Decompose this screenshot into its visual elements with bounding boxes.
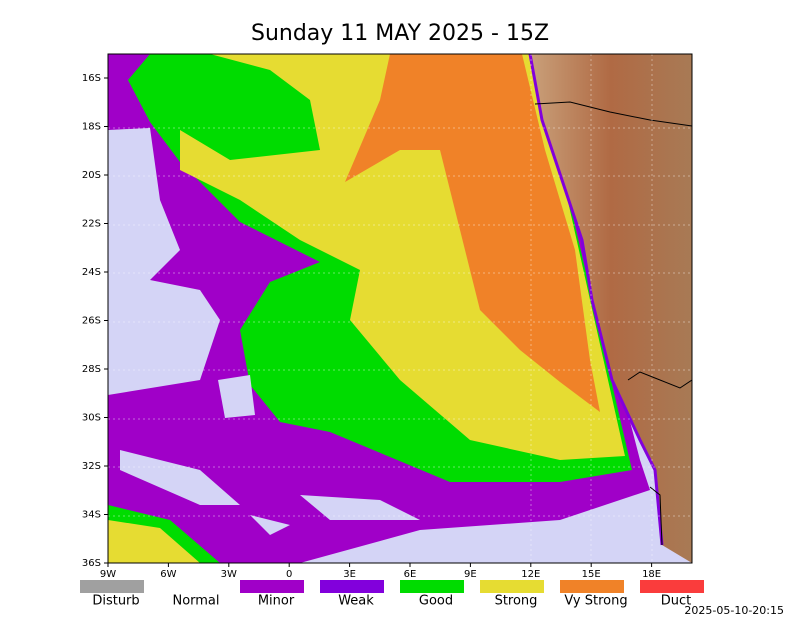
map-frame	[107, 53, 693, 564]
lon-label: 12E	[521, 569, 540, 580]
legend-label: Strong	[495, 594, 538, 609]
legend-label: Good	[419, 594, 453, 609]
legend-swatch	[560, 580, 624, 593]
legend-label: Vy Strong	[564, 594, 627, 609]
legend-swatch	[320, 580, 384, 593]
legend-swatch	[400, 580, 464, 593]
lon-label: 9W	[100, 569, 116, 580]
legend-label: Minor	[258, 594, 295, 609]
lon-label: 6W	[160, 569, 176, 580]
lon-label: 9E	[464, 569, 477, 580]
lat-label: 24S	[82, 267, 101, 278]
lon-label: 18E	[642, 569, 661, 580]
lon-label: 15E	[582, 569, 601, 580]
legend-label: Normal	[172, 594, 219, 609]
legend-swatch	[640, 580, 704, 593]
lon-label: 3W	[221, 569, 237, 580]
lat-label: 34S	[82, 510, 101, 521]
lat-label: 26S	[82, 316, 101, 327]
legend-swatch	[80, 580, 144, 593]
legend-swatch	[160, 580, 224, 593]
lat-label: 30S	[82, 413, 101, 424]
title: Sunday 11 MAY 2025 - 15Z	[251, 21, 549, 46]
lon-label: 6E	[404, 569, 417, 580]
lat-label: 16S	[82, 73, 101, 84]
lat-label: 18S	[82, 122, 101, 133]
lon-label: 0	[286, 569, 292, 580]
timestamp: 2025-05-10-20:15	[684, 604, 784, 617]
lon-label: 3E	[343, 569, 356, 580]
legend-swatch	[480, 580, 544, 593]
legend-label: Disturb	[92, 594, 139, 609]
legend-label: Duct	[661, 594, 692, 609]
legend-swatch	[240, 580, 304, 593]
lat-label: 32S	[82, 461, 101, 472]
lat-label: 20S	[82, 170, 101, 181]
lat-label: 28S	[82, 364, 101, 375]
legend-label: Weak	[338, 594, 374, 609]
map	[108, 54, 692, 563]
lat-label: 22S	[82, 219, 101, 230]
lat-label: 36S	[82, 558, 101, 569]
